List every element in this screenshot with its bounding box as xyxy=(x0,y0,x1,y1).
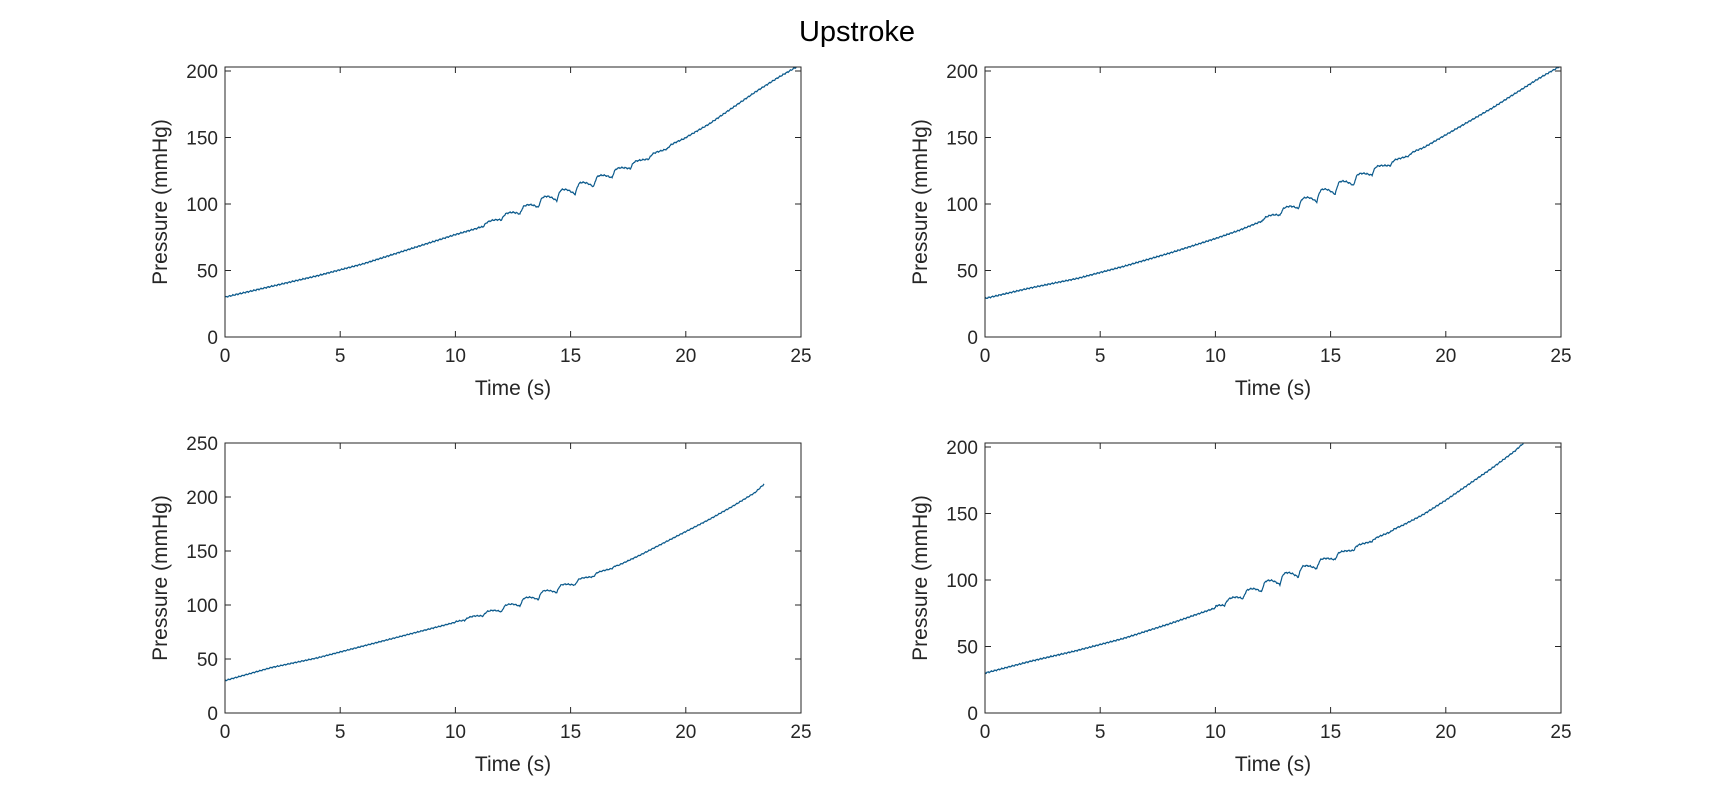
axes-box xyxy=(984,66,1562,338)
y-axis-label: Pressure (mmHg) xyxy=(149,119,172,285)
y-tick-label: 200 xyxy=(186,62,218,83)
x-tick-label: 20 xyxy=(1435,346,1456,367)
subplot-1: 0 5 10 15 20 25 0 50 100 150 200 Time (s) Pressure (… xyxy=(149,62,812,400)
x-axis-label: Time (s) xyxy=(1235,377,1311,400)
y-axis-label: Pressure (mmHg) xyxy=(909,495,932,661)
axes-box xyxy=(224,442,802,714)
y-tick-label: 0 xyxy=(207,328,218,349)
axes-box xyxy=(984,442,1562,714)
y-tick-label: 150 xyxy=(186,128,218,149)
y-tick-label: 0 xyxy=(967,704,978,725)
series-line-2 xyxy=(985,67,1560,300)
x-axis-label: Time (s) xyxy=(475,377,551,400)
y-axis-label: Pressure (mmHg) xyxy=(909,119,932,285)
y-tick-label: 200 xyxy=(186,488,218,509)
x-tick-label: 20 xyxy=(1435,722,1456,743)
x-axis-label: Time (s) xyxy=(1235,753,1311,776)
x-tick-label: 5 xyxy=(1095,346,1106,367)
y-tick-label: 50 xyxy=(957,637,978,658)
x-tick-label: 15 xyxy=(560,346,581,367)
x-tick-label: 15 xyxy=(1320,722,1341,743)
x-axis-label: Time (s) xyxy=(475,753,551,776)
y-tick-label: 250 xyxy=(186,434,218,455)
y-tick-label: 150 xyxy=(186,542,218,563)
y-tick-label: 50 xyxy=(957,261,978,282)
x-tick-label: 10 xyxy=(445,346,466,367)
x-tick-label: 0 xyxy=(980,722,991,743)
y-tick-label: 0 xyxy=(967,328,978,349)
x-tick-label: 15 xyxy=(1320,346,1341,367)
x-tick-label: 10 xyxy=(445,722,466,743)
y-tick-label: 150 xyxy=(946,128,978,149)
y-tick-label: 100 xyxy=(946,571,978,592)
series-line-4 xyxy=(985,443,1524,675)
y-tick-label: 200 xyxy=(946,62,978,83)
x-tick-label: 25 xyxy=(790,722,811,743)
x-tick-label: 20 xyxy=(675,346,696,367)
y-tick-label: 50 xyxy=(197,650,218,671)
x-tick-label: 5 xyxy=(1095,722,1106,743)
x-tick-label: 5 xyxy=(335,346,346,367)
x-tick-label: 0 xyxy=(220,722,231,743)
y-axis-label: Pressure (mmHg) xyxy=(149,495,172,661)
x-tick-label: 25 xyxy=(1550,722,1571,743)
x-tick-label: 25 xyxy=(1550,346,1571,367)
y-tick-label: 150 xyxy=(946,504,978,525)
axes-box xyxy=(224,66,802,338)
x-tick-label: 10 xyxy=(1205,722,1226,743)
x-tick-label: 0 xyxy=(220,346,231,367)
series-line-1 xyxy=(225,67,799,298)
x-tick-label: 15 xyxy=(560,722,581,743)
x-tick-label: 5 xyxy=(335,722,346,743)
y-tick-label: 100 xyxy=(186,596,218,617)
y-tick-label: 100 xyxy=(946,195,978,216)
x-tick-label: 10 xyxy=(1205,346,1226,367)
y-tick-label: 50 xyxy=(197,261,218,282)
x-tick-label: 20 xyxy=(675,722,696,743)
figure-title: Upstroke xyxy=(799,16,915,48)
subplot-4: 0 5 10 15 20 25 0 50 100 150 200 Time (s) Pressure (… xyxy=(909,438,1572,776)
series-line-3 xyxy=(225,483,765,682)
x-tick-label: 0 xyxy=(980,346,991,367)
y-tick-label: 200 xyxy=(946,438,978,459)
subplot-2: 0 5 10 15 20 25 0 50 100 150 200 Time (s) Pressure (… xyxy=(909,62,1572,400)
x-tick-label: 25 xyxy=(790,346,811,367)
y-tick-label: 0 xyxy=(207,704,218,725)
y-tick-label: 100 xyxy=(186,195,218,216)
